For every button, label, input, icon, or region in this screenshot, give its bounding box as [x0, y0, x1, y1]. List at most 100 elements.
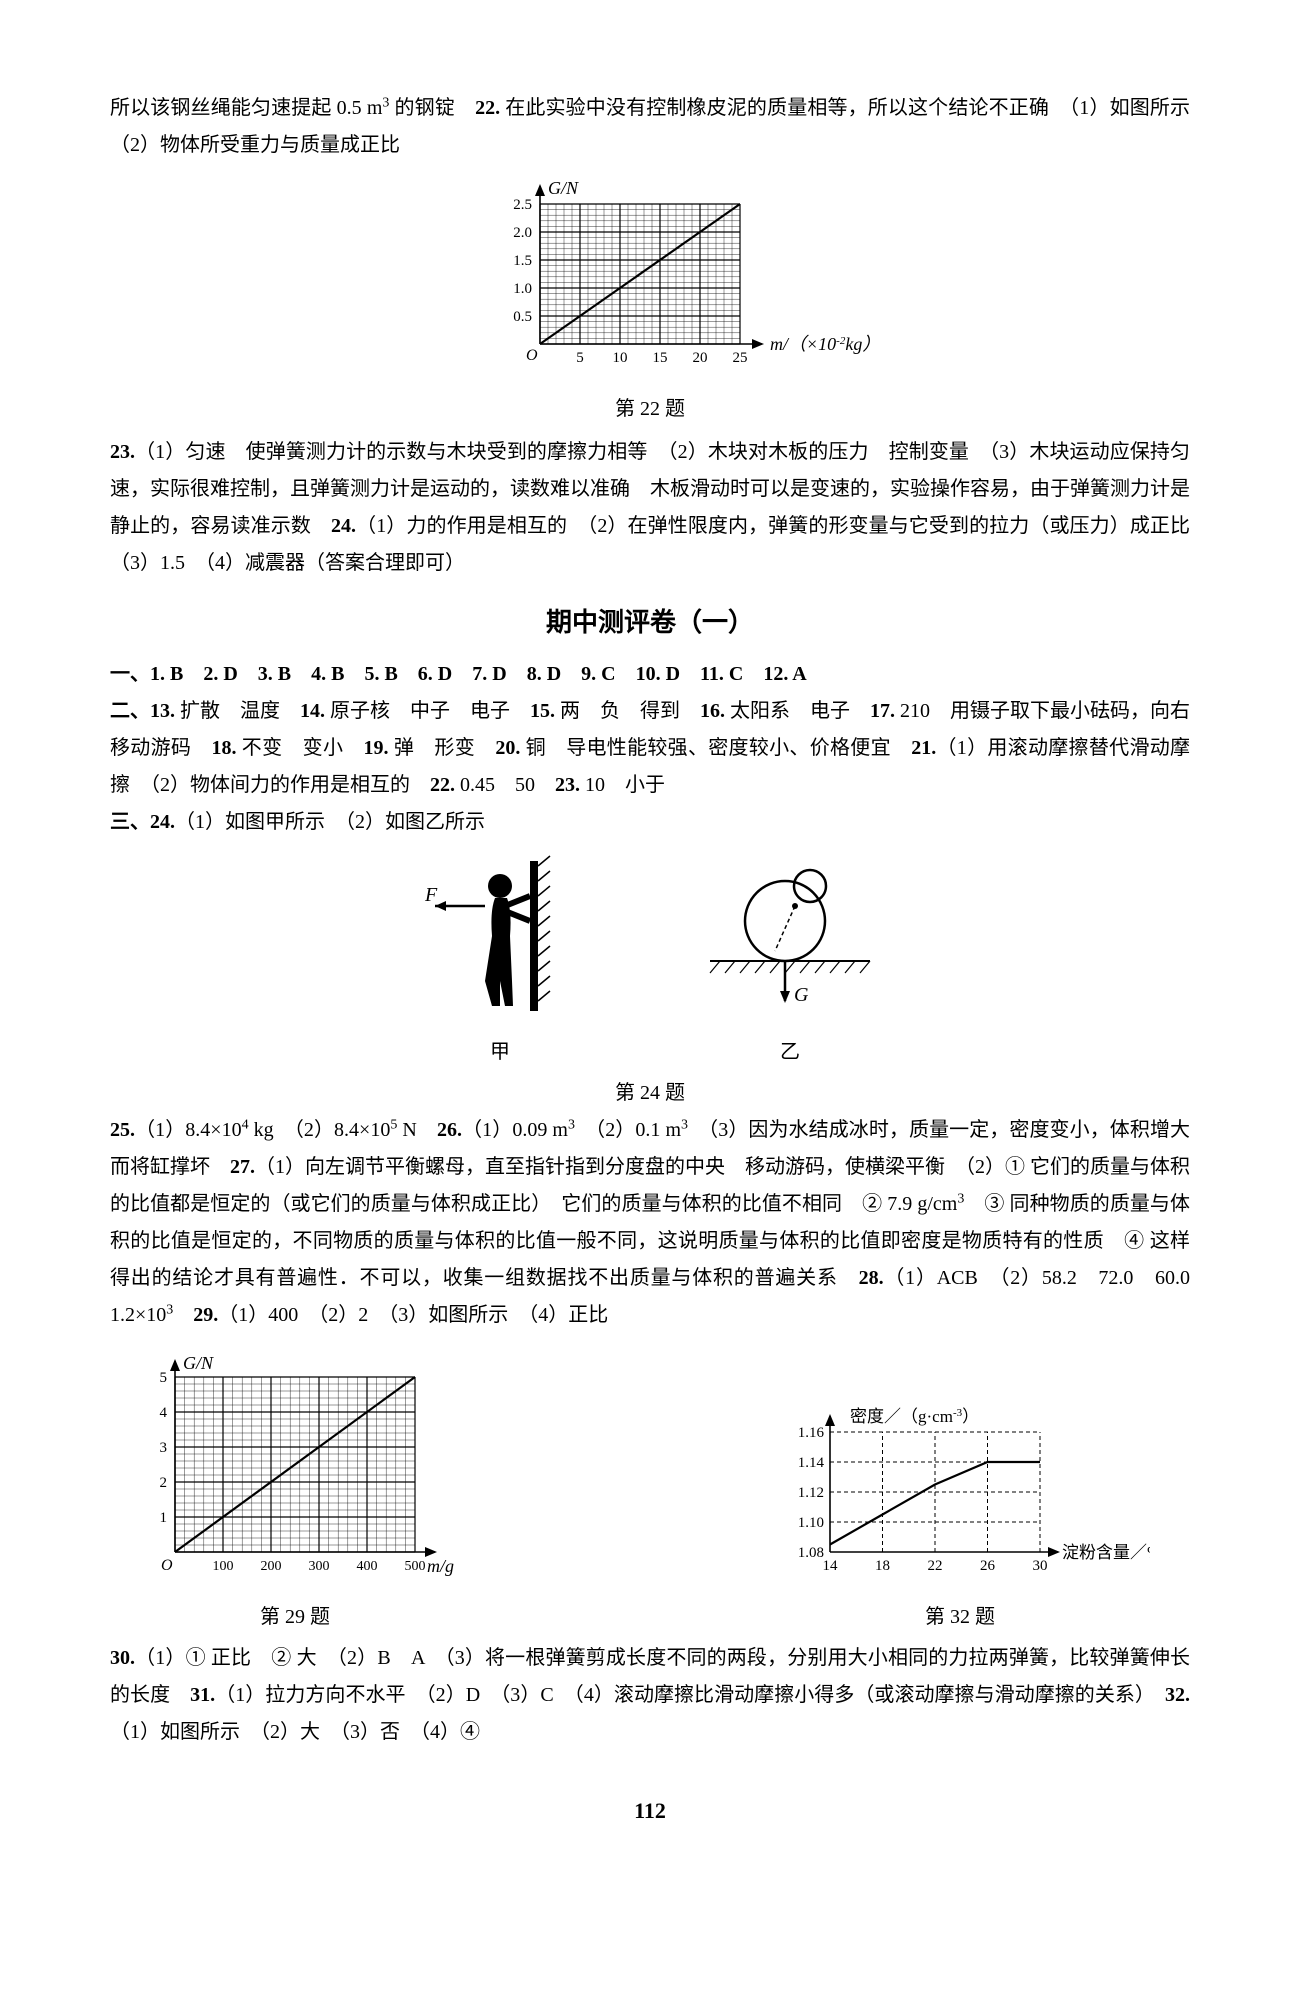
svg-text:300: 300 — [309, 1559, 330, 1574]
q13n: 13. — [150, 700, 175, 722]
q18n: 18. — [211, 737, 236, 759]
chart-29: G/Nm/gO12345100200300400500 — [120, 1342, 470, 1582]
q14n: 14. — [300, 700, 325, 722]
q26s2: 3 — [681, 1117, 688, 1132]
q21n: 21. — [911, 737, 936, 759]
svg-text:5: 5 — [576, 350, 584, 366]
svg-text:500: 500 — [405, 1559, 426, 1574]
svg-text:1.0: 1.0 — [513, 281, 532, 297]
svg-text:4: 4 — [160, 1405, 168, 1421]
chart-29-caption: 第 29 题 — [120, 1599, 470, 1636]
figure-24-yi: G 乙 — [700, 851, 880, 1071]
svg-text:15: 15 — [653, 350, 668, 366]
svg-text:1.5: 1.5 — [513, 253, 532, 269]
svg-text:0.5: 0.5 — [513, 309, 532, 325]
chart-22-caption: 第 22 题 — [110, 391, 1190, 428]
q15n: 15. — [530, 700, 555, 722]
q15: 两 负 得到 — [555, 700, 700, 722]
q22-num: 22. — [475, 97, 500, 119]
q31t: （1）拉力方向不水平 （2）D （3）C （4）滚动摩擦比滑动摩擦小得多（或滚动… — [215, 1684, 1165, 1706]
svg-text:200: 200 — [261, 1559, 282, 1574]
sec3-prefix: 三、 — [110, 811, 150, 833]
svg-text:3: 3 — [160, 1440, 168, 1456]
svg-text:2.5: 2.5 — [513, 197, 532, 213]
svg-text:1.10: 1.10 — [798, 1515, 824, 1531]
svg-text:30: 30 — [1033, 1558, 1048, 1574]
svg-text:O: O — [526, 347, 538, 364]
q31-num: 31. — [190, 1684, 215, 1706]
svg-text:G: G — [794, 984, 809, 1006]
q19n: 19. — [364, 737, 389, 759]
q16n: 16. — [700, 700, 725, 722]
section-3b: 25.（1）8.4×104 kg （2）8.4×105 N 26.（1）0.09… — [110, 1112, 1190, 1334]
q24n2: 24. — [150, 811, 175, 833]
chart-22-wrap: G/Nm/（×10-2kg）O0.51.01.52.02.5510152025 … — [110, 174, 1190, 428]
q28-num: 28. — [859, 1267, 884, 1289]
section-title: 期中测评卷（一） — [110, 598, 1190, 646]
q26s1: 3 — [568, 1117, 575, 1132]
svg-text:G/N: G/N — [548, 178, 579, 198]
svg-text:1: 1 — [160, 1510, 168, 1526]
fig24-jia-svg: F — [420, 851, 580, 1021]
q16: 太阳系 电子 — [725, 700, 870, 722]
top-text-a: 所以该钢丝绳能匀速提起 0.5 m — [110, 97, 382, 119]
bottom-paragraph: 30.（1）① 正比 ② 大 （2）B A （3）将一根弹簧剪成长度不同的两段，… — [110, 1640, 1190, 1751]
mid-paragraph: 23.（1）匀速 使弹簧测力计的示数与木块受到的摩擦力相等 （2）木块对木板的压… — [110, 434, 1190, 582]
svg-text:2: 2 — [160, 1475, 168, 1491]
q18: 不变 变小 — [236, 737, 363, 759]
svg-text:m/g: m/g — [427, 1556, 454, 1576]
q23n: 23. — [555, 774, 580, 796]
section-1: 一、1. B 2. D 3. B 4. B 5. B 6. D 7. D 8. … — [110, 656, 1190, 693]
svg-text:26: 26 — [980, 1558, 996, 1574]
q23b: 10 小于 — [580, 774, 665, 796]
q25a: （1）8.4×10 — [135, 1119, 242, 1141]
svg-text:2.0: 2.0 — [513, 225, 532, 241]
svg-text:18: 18 — [875, 1558, 890, 1574]
svg-text:1.08: 1.08 — [798, 1545, 824, 1561]
q29-num: 29. — [193, 1304, 218, 1326]
q27-num: 27. — [230, 1156, 255, 1178]
top-text-b: 的钢锭 — [389, 97, 475, 119]
q13: 扩散 温度 — [175, 700, 300, 722]
fig24-caption: 第 24 题 — [110, 1075, 1190, 1112]
q28b — [173, 1304, 193, 1326]
sec2-prefix: 二、 — [110, 700, 150, 722]
q29t: （1）400 （2）2 （3）如图所示 （4）正比 — [218, 1304, 608, 1326]
q26a: （1）0.09 m — [462, 1119, 568, 1141]
svg-text:F: F — [424, 884, 438, 906]
svg-text:O: O — [161, 1557, 173, 1574]
q25s1: 4 — [242, 1117, 249, 1132]
fig24-jia-label: 甲 — [420, 1034, 580, 1071]
q20n: 20. — [495, 737, 520, 759]
q32t: （1）如图所示 （2）大 （3）否 （4）④ — [110, 1721, 480, 1743]
q20: 铜 导电性能较强、密度较小、价格便宜 — [520, 737, 911, 759]
q25-num: 25. — [110, 1119, 135, 1141]
svg-text:淀粉含量／%: 淀粉含量／% — [1062, 1543, 1150, 1562]
fig24-yi-svg: G — [700, 851, 880, 1021]
svg-text:100: 100 — [213, 1559, 234, 1574]
sec1-items: 1. B 2. D 3. B 4. B 5. B 6. D 7. D 8. D … — [150, 663, 807, 685]
q26-num: 26. — [437, 1119, 462, 1141]
chart-32: 密度／（g·cm-3）淀粉含量／%1.081.101.121.141.16141… — [770, 1392, 1150, 1582]
chart-22: G/Nm/（×10-2kg）O0.51.01.52.02.5510152025 — [420, 174, 880, 374]
figure-24-row: F 甲 G 乙 — [110, 851, 1190, 1071]
q24-num: 24. — [331, 515, 356, 537]
svg-text:14: 14 — [823, 1558, 839, 1574]
svg-text:1.16: 1.16 — [798, 1425, 825, 1441]
svg-text:400: 400 — [357, 1559, 378, 1574]
svg-text:1.12: 1.12 — [798, 1485, 824, 1501]
sec1-prefix: 一、 — [110, 663, 150, 685]
charts-29-32-row: G/Nm/gO12345100200300400500 第 29 题 密度／（g… — [110, 1342, 1190, 1636]
svg-text:10: 10 — [613, 350, 628, 366]
q23-num: 23. — [110, 441, 135, 463]
top-paragraph: 所以该钢丝绳能匀速提起 0.5 m3 的钢锭 22. 在此实验中没有控制橡皮泥的… — [110, 90, 1190, 164]
svg-text:22: 22 — [928, 1558, 943, 1574]
q24b: （1）如图甲所示 （2）如图乙所示 — [175, 811, 485, 833]
section-2: 二、13. 扩散 温度 14. 原子核 中子 电子 15. 两 负 得到 16.… — [110, 693, 1190, 804]
figure-24-jia: F 甲 — [420, 851, 580, 1071]
q19: 弹 形变 — [389, 737, 496, 759]
q32-num: 32. — [1165, 1684, 1190, 1706]
svg-text:20: 20 — [693, 350, 708, 366]
svg-text:1.14: 1.14 — [798, 1455, 825, 1471]
chart-29-wrap: G/Nm/gO12345100200300400500 第 29 题 — [120, 1342, 470, 1636]
